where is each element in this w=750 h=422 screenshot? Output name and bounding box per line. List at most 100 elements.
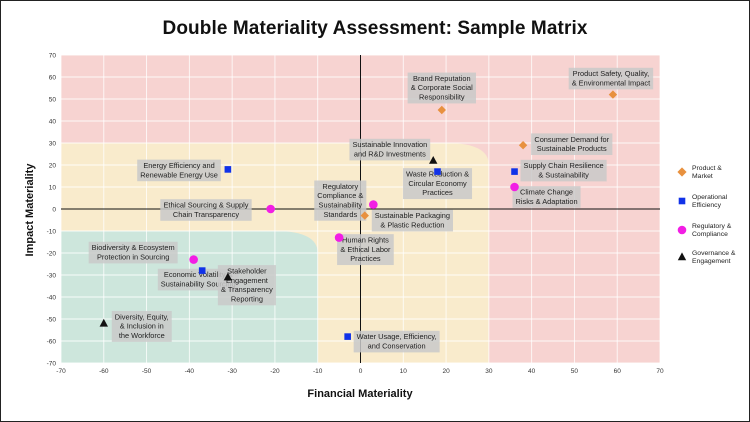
data-label: Sustainable Innovation and R&D Investment… (349, 138, 431, 161)
data-label-box (407, 72, 476, 104)
legend-marker (677, 252, 687, 261)
data-point (344, 333, 351, 340)
data-label-line: & Ethical Labor (340, 245, 391, 254)
data-label-box (88, 241, 178, 264)
data-label-text: Brand Reputation & Corporate Social Respon… (411, 74, 473, 102)
chart-title: Double Materiality Assessment: Sample Ma… (162, 18, 588, 39)
data-label-box (160, 199, 252, 221)
data-label-text: Economic Volatility & Sustainability Sour… (161, 270, 236, 288)
legend-label-line: Product & (692, 165, 722, 172)
data-label: Ethical Sourcing & Supply Chain Transpare… (160, 199, 252, 221)
x-tick-label: -50 (142, 368, 152, 375)
data-label-text: Sustainable Packaging & Plastic Reduction (375, 211, 450, 229)
legend-label-line: Governance & (692, 250, 736, 257)
x-tick-label: 50 (571, 368, 579, 375)
data-point (189, 255, 198, 264)
data-label-line: Brand Reputation (413, 74, 471, 83)
data-label-text: Sustainable Innovation and R&D Investment… (352, 140, 427, 158)
data-label-line: Renewable Energy Use (140, 170, 218, 179)
data-label-box (512, 186, 581, 208)
data-label-line: Risks & Adaptation (516, 197, 578, 206)
data-point (369, 200, 378, 209)
data-label-line: Climate Change (520, 188, 573, 197)
data-label-line: Sustainable Innovation (352, 140, 427, 149)
data-label: Climate Change Risks & Adaptation (512, 186, 581, 208)
x-tick-label: -70 (56, 368, 66, 375)
data-label-line: Regulatory (322, 182, 358, 191)
x-tick-label: -40 (185, 368, 195, 375)
data-label-text: Ethical Sourcing & Supply Chain Transpare… (163, 201, 248, 219)
data-label: Regulatory Compliance & Sustainability Stan… (314, 180, 367, 221)
legend: Product & Market Operational Efficiency Regu… (677, 165, 736, 265)
data-label-line: and R&D Investments (354, 150, 426, 159)
data-label-box (337, 234, 394, 266)
data-label-line: Standards (323, 210, 357, 219)
data-label: Consumer Demand for Sustainable Products (531, 133, 613, 155)
data-label: Energy Efficiency and Renewable Energy Us… (137, 159, 221, 182)
y-tick-label: -60 (47, 338, 57, 345)
data-points (99, 90, 618, 340)
data-label-line: Chain Transparency (173, 210, 239, 219)
data-label: Human Rights & Ethical Labor Practices (337, 234, 394, 266)
data-label-text: Energy Efficiency and Renewable Energy Us… (140, 161, 218, 179)
data-label-box (217, 265, 276, 306)
y-tick-label: -30 (47, 272, 57, 279)
y-tick-label: 50 (49, 96, 57, 103)
annotation-labels: Product Safety, Quality, & Environmental … (88, 67, 654, 353)
data-label-line: Reporting (231, 294, 263, 303)
legend-label-line: Compliance (692, 231, 728, 238)
data-point (437, 105, 446, 115)
data-point (608, 90, 618, 99)
data-point (434, 168, 441, 175)
data-label-line: & Transparency (221, 285, 273, 294)
data-point (224, 166, 232, 173)
x-axis-label: Financial Materiality (307, 388, 413, 400)
data-point (518, 141, 528, 150)
legend-label-line: Operational (692, 194, 728, 201)
legend-label-line: Regulatory & (692, 223, 732, 230)
data-label-text: Human Rights & Ethical Labor Practices (340, 236, 391, 264)
x-tick-label: 20 (442, 368, 450, 375)
data-label-line: Water Usage, Efficiency, (357, 332, 437, 341)
data-label-line: Circular Economy (408, 179, 467, 188)
data-label-box (568, 67, 654, 90)
legend-label: Regulatory & Compliance (692, 223, 732, 238)
data-label-line: Human Rights (342, 236, 389, 245)
data-label-line: Biodiversity & Ecosystem (92, 243, 175, 252)
data-label-line: Product Safety, Quality, (573, 69, 650, 78)
y-tick-label: 60 (49, 74, 57, 81)
data-label: Supply Chain Resilience & Sustainability (520, 159, 607, 182)
y-tick-label: -20 (47, 250, 57, 257)
data-label-line: the Workforce (119, 331, 165, 340)
legend-marker (677, 225, 687, 235)
data-label-text: Regulatory Compliance & Sustainability Stan… (317, 182, 363, 219)
data-label-line: & Corporate Social (411, 83, 473, 92)
y-tick-label: 20 (49, 162, 57, 169)
legend-label: Governance & Engagement (692, 250, 736, 265)
x-tick-label: -30 (227, 368, 237, 375)
data-point (223, 272, 233, 281)
data-label-line: Practices (422, 188, 453, 197)
x-tick-label: 60 (614, 368, 622, 375)
data-label-line: Sustainable Packaging (375, 211, 450, 220)
data-label-line: Protection in Sourcing (97, 253, 169, 262)
y-tick-label: 70 (49, 52, 57, 59)
data-label-line: & Environmental Impact (572, 79, 650, 88)
data-label-line: Compliance & (317, 191, 363, 200)
legend-label: Product & Market (692, 165, 722, 180)
y-tick-label: -50 (47, 316, 57, 323)
legend-marker (677, 167, 687, 177)
data-label-line: Sustainability (319, 201, 363, 210)
data-label-line: Sustainability Sourcing (161, 280, 236, 289)
data-label-text: Biodiversity & Ecosystem Protection in So… (92, 243, 175, 261)
data-label-line: Ethical Sourcing & Supply (163, 201, 248, 210)
y-tick-label: 30 (49, 140, 57, 147)
data-label-line: Consumer Demand for (534, 135, 609, 144)
x-tick-label: 40 (528, 368, 536, 375)
data-label-box (531, 133, 613, 155)
x-tick-label: 0 (359, 368, 363, 375)
y-tick-label: 10 (49, 184, 57, 191)
y-tick-label: -40 (47, 294, 57, 301)
data-label: Product Safety, Quality, & Environmental … (568, 67, 654, 90)
x-tick-label: -20 (270, 368, 280, 375)
